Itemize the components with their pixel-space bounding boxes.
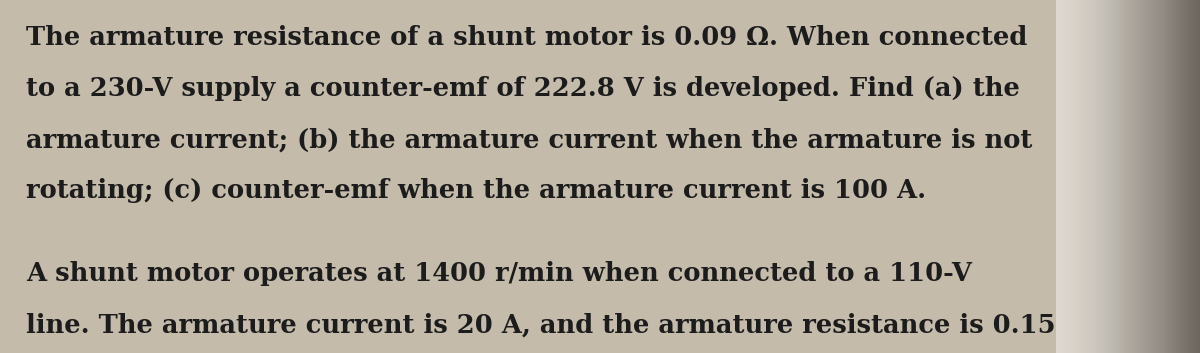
Text: rotating; (c) counter-emf when the armature current is 100 A.: rotating; (c) counter-emf when the armat…	[26, 178, 926, 203]
Text: to a 230-V supply a counter-emf of 222.8 V is developed. Find (a) the: to a 230-V supply a counter-emf of 222.8…	[26, 76, 1020, 101]
Text: A shunt motor operates at 1400 r/min when connected to a 110-V: A shunt motor operates at 1400 r/min whe…	[26, 261, 972, 286]
Text: line. The armature current is 20 A, and the armature resistance is 0.15: line. The armature current is 20 A, and …	[26, 312, 1056, 337]
Text: The armature resistance of a shunt motor is 0.09 Ω. When connected: The armature resistance of a shunt motor…	[26, 25, 1027, 50]
Text: armature current; (b) the armature current when the armature is not: armature current; (b) the armature curre…	[26, 127, 1033, 152]
